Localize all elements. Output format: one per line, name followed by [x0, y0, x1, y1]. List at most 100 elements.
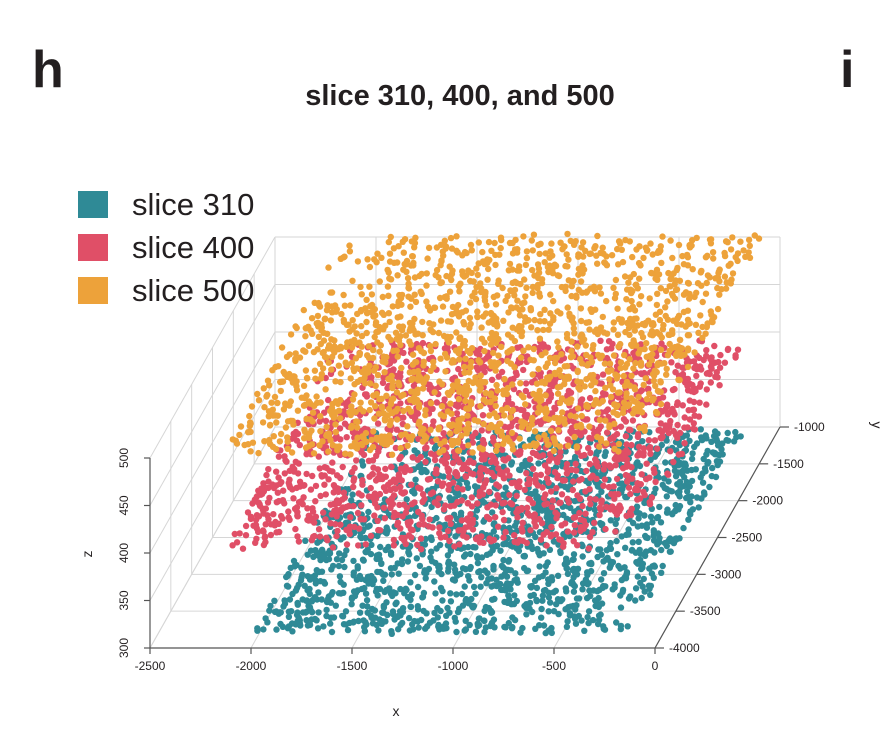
data-point: [410, 262, 417, 269]
data-point: [368, 493, 376, 500]
data-point: [275, 453, 283, 460]
data-point: [519, 528, 526, 535]
data-point: [729, 234, 736, 241]
data-point: [599, 389, 607, 397]
data-point: [407, 467, 414, 474]
data-point: [669, 405, 676, 413]
data-point: [412, 476, 419, 483]
data-point: [521, 553, 528, 560]
data-point: [263, 471, 270, 479]
data-point: [565, 442, 572, 449]
data-point: [509, 614, 516, 621]
data-point: [574, 368, 581, 376]
data-point: [374, 517, 381, 524]
data-point: [363, 391, 370, 398]
data-point: [612, 462, 619, 469]
y-tick-label: -3000: [711, 567, 742, 581]
data-point: [475, 260, 482, 267]
data-point: [508, 334, 515, 341]
data-point: [546, 381, 554, 388]
data-point: [323, 307, 331, 314]
data-point: [349, 277, 356, 284]
data-point: [601, 476, 609, 483]
data-point: [617, 622, 625, 630]
data-point: [577, 523, 584, 531]
data-point: [641, 512, 648, 519]
data-point: [405, 285, 413, 292]
data-point: [555, 427, 562, 434]
data-point: [695, 329, 702, 336]
data-point: [702, 432, 709, 439]
data-point: [476, 615, 483, 622]
data-point: [619, 258, 627, 266]
data-point: [364, 523, 372, 530]
data-point: [662, 459, 669, 466]
data-point: [585, 360, 592, 368]
data-point: [376, 396, 383, 403]
data-point: [460, 553, 468, 560]
data-point: [462, 626, 470, 633]
y-tick-label: -1000: [794, 420, 825, 434]
data-point: [262, 521, 269, 528]
data-point: [509, 381, 516, 388]
data-point: [666, 535, 674, 542]
data-point: [511, 532, 518, 539]
data-point: [357, 308, 365, 315]
data-point: [636, 406, 643, 413]
data-point: [313, 567, 320, 574]
data-point: [534, 284, 541, 292]
data-point: [446, 263, 453, 270]
data-point: [336, 425, 344, 432]
data-point: [570, 478, 577, 485]
data-point: [576, 495, 584, 502]
data-point: [316, 442, 323, 449]
data-point: [374, 328, 382, 335]
data-point: [577, 355, 584, 363]
data-point: [567, 412, 574, 419]
data-point: [689, 450, 696, 457]
data-point: [701, 465, 709, 472]
data-point: [636, 275, 643, 282]
data-point: [578, 412, 585, 420]
data-point: [476, 444, 483, 451]
data-point: [452, 401, 459, 409]
data-point: [316, 465, 323, 472]
data-point: [666, 347, 673, 354]
data-point: [330, 346, 337, 353]
data-point: [402, 332, 410, 339]
data-point: [325, 264, 332, 271]
data-point: [465, 442, 472, 449]
data-point: [438, 403, 446, 410]
data-point: [266, 436, 273, 444]
data-point: [605, 338, 613, 345]
data-point: [615, 440, 623, 448]
data-point: [335, 346, 342, 353]
data-point: [631, 384, 638, 391]
data-point: [417, 453, 424, 461]
data-point: [403, 496, 410, 503]
data-point: [415, 404, 423, 411]
data-point: [538, 614, 545, 621]
data-point: [333, 513, 340, 520]
data-point: [513, 304, 520, 311]
data-point: [327, 501, 334, 508]
data-point: [309, 472, 316, 480]
data-point: [246, 412, 253, 420]
data-point: [557, 372, 564, 379]
data-point: [543, 436, 550, 443]
data-point: [696, 383, 703, 390]
data-point: [565, 375, 572, 382]
data-point: [706, 483, 713, 491]
data-point: [470, 602, 478, 610]
data-point: [447, 598, 455, 605]
data-point: [613, 511, 621, 518]
data-point: [314, 312, 322, 320]
data-point: [650, 527, 657, 534]
data-point: [705, 369, 712, 377]
data-point: [229, 436, 236, 443]
data-point: [300, 494, 307, 501]
data-point: [545, 441, 552, 448]
data-point: [371, 500, 379, 507]
data-point: [565, 387, 572, 395]
data-point: [715, 268, 723, 275]
